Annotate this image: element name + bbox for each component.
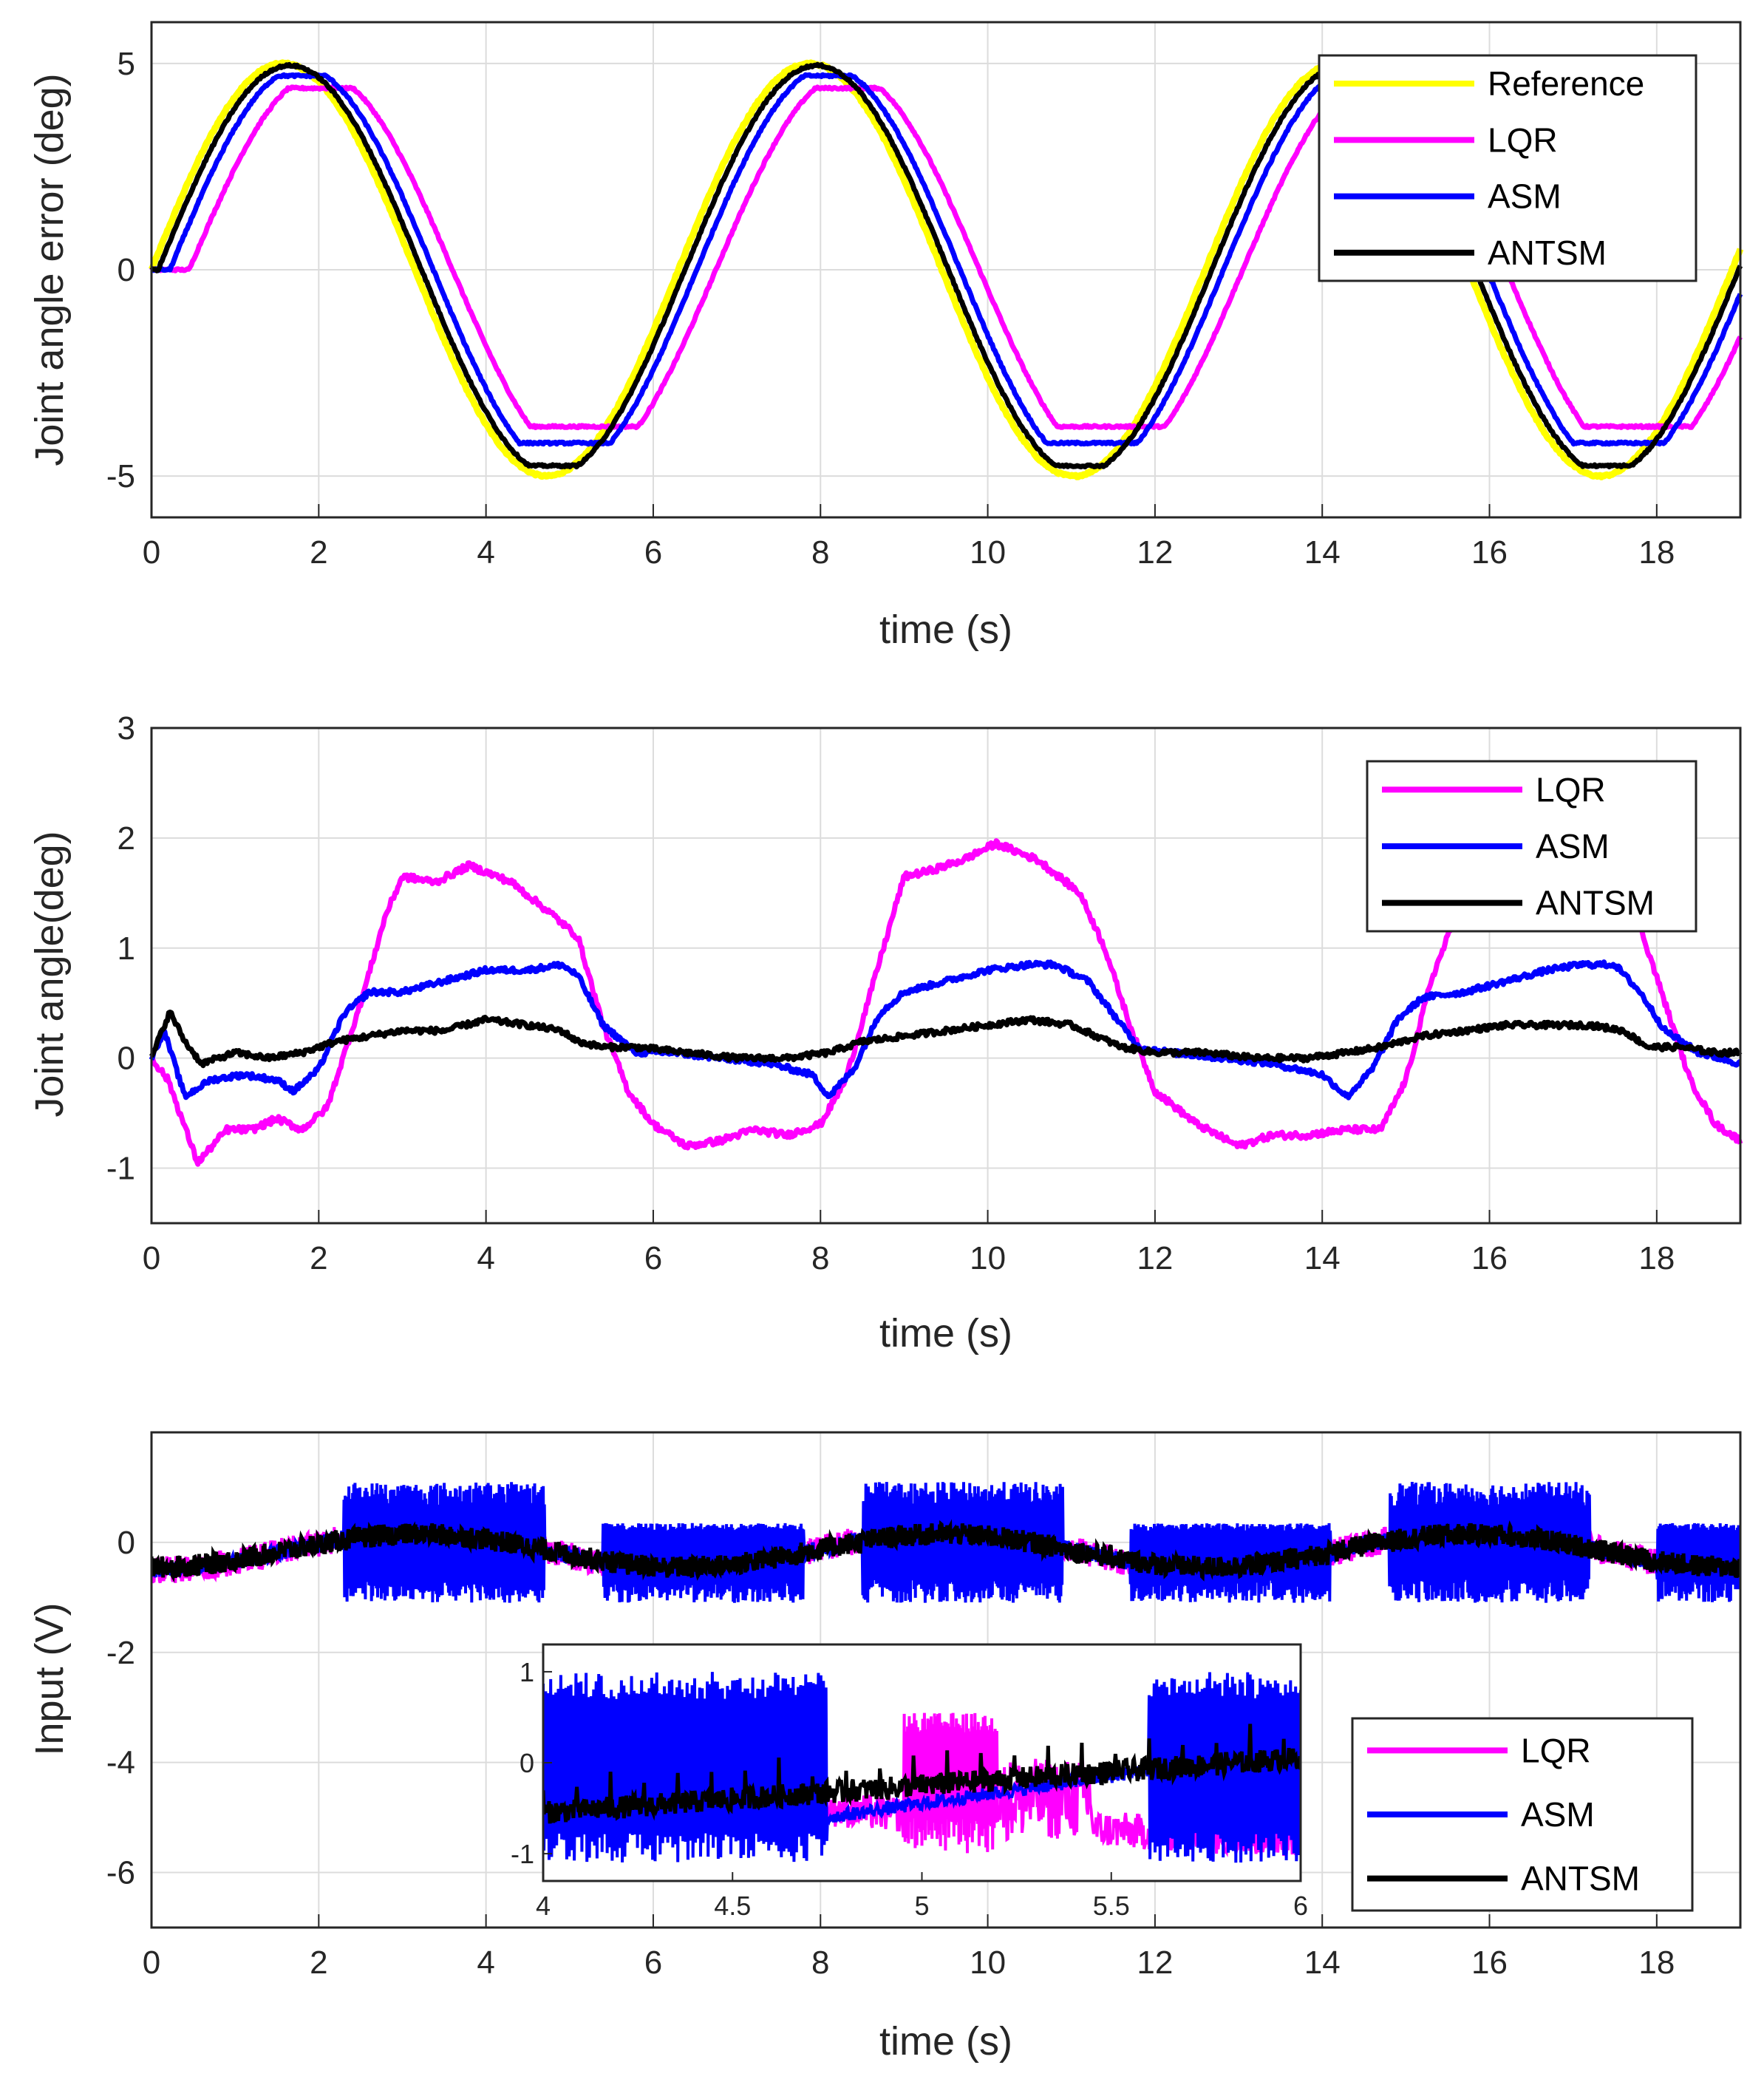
x-tick-label: 4: [477, 1945, 494, 1981]
x-tick-label: 12: [1137, 1945, 1173, 1981]
x-tick-label: 18: [1638, 1240, 1675, 1276]
legend: LQR ASM ANTSM: [1351, 1717, 1694, 1912]
x-tick-label: 8: [811, 534, 829, 571]
series-line-asm: [149, 959, 1742, 1100]
legend-label-asm: ASM: [1521, 1795, 1595, 1834]
x-tick-label: 14: [1304, 1240, 1341, 1276]
x-tick-label: 16: [1471, 1945, 1508, 1981]
series-line-antsm: [151, 1519, 1740, 1583]
y-tick-label: -1: [106, 1151, 135, 1187]
x-tick-label: 0: [143, 1945, 160, 1981]
legend-label-reference: Reference: [1488, 64, 1644, 103]
inset-line-antsm: [543, 1724, 1301, 1824]
inset-y-tick-label: 0: [520, 1748, 534, 1778]
y-tick-label: 2: [118, 820, 135, 857]
y-axis-label: Joint angle error (deg): [27, 73, 72, 466]
y-tick-label: 5: [118, 46, 135, 82]
x-tick-label: 6: [644, 534, 662, 571]
y-tick-label: -6: [106, 1855, 135, 1891]
legend-label-asm: ASM: [1536, 827, 1610, 865]
inset-x-tick-label: 4: [536, 1891, 551, 1921]
legend-label-antsm: ANTSM: [1536, 884, 1655, 922]
x-tick-label: 2: [310, 534, 327, 571]
legend-label-asm: ASM: [1488, 177, 1562, 216]
legend: LQR ASM ANTSM: [1366, 760, 1697, 933]
x-tick-label: 2: [310, 1240, 327, 1276]
inset-line-asm: [543, 1672, 1301, 1863]
inset-x-tick-label: 5.5: [1093, 1891, 1130, 1921]
x-tick-label: 18: [1638, 1945, 1675, 1981]
legend-label-antsm: ANTSM: [1488, 234, 1607, 272]
tick-labels: 0 2 4 6 8 10 12 14 16 18 -5 0 5: [106, 46, 1675, 571]
y-tick-label: -5: [106, 458, 135, 494]
x-tick-label: 12: [1137, 1240, 1173, 1276]
panel-joint-angle-error: 0 2 4 6 8 10 12 14 16 18 -5 0 5 Joint angle error (d…: [27, 21, 1744, 652]
legend-label-antsm: ANTSM: [1521, 1860, 1640, 1898]
x-axis-label: time (s): [879, 1311, 1012, 1355]
x-tick-label: 16: [1471, 534, 1508, 571]
inset-x-tick-label: 4.5: [714, 1891, 751, 1921]
x-axis-label: time (s): [879, 608, 1012, 652]
y-tick-label: 0: [118, 252, 135, 288]
y-tick-label: 3: [118, 710, 135, 746]
x-tick-label: 0: [143, 534, 160, 571]
legend-label-lqr: LQR: [1536, 770, 1606, 809]
x-tick-label: 12: [1137, 534, 1173, 571]
x-tick-label: 6: [644, 1240, 662, 1276]
y-tick-label: 0: [118, 1041, 135, 1077]
inset-x-tick-label: 5: [914, 1891, 929, 1921]
x-tick-label: 4: [477, 534, 494, 571]
x-tick-label: 8: [811, 1945, 829, 1981]
series-line-reference: [148, 59, 1744, 480]
y-tick-label: -2: [106, 1635, 135, 1671]
x-tick-label: 2: [310, 1945, 327, 1981]
x-tick-label: 10: [970, 1240, 1006, 1276]
y-axis-label: Input (V): [27, 1602, 72, 1755]
legend: Reference LQR ASM ANTSM: [1318, 54, 1697, 282]
panel-input: 0 2 4 6 8 10 12 14 16 18-6-4-20 Input (V) time (s…: [27, 1431, 1742, 2064]
y-tick-label: -4: [106, 1745, 135, 1781]
x-tick-label: 6: [644, 1945, 662, 1981]
y-tick-label: 1: [118, 931, 135, 967]
x-tick-label: 10: [970, 534, 1006, 571]
x-tick-label: 4: [477, 1240, 494, 1276]
inset-y-tick-label: -1: [511, 1839, 534, 1869]
tick-labels: 0 2 4 6 8 10 12 14 16 18-6-4-20: [106, 1525, 1675, 1981]
x-tick-label: 16: [1471, 1240, 1508, 1276]
series-group: [151, 1481, 1740, 1603]
legend-label-lqr: LQR: [1488, 120, 1558, 159]
x-tick-label: 18: [1638, 534, 1675, 571]
y-tick-label: 0: [118, 1525, 135, 1561]
inset-y-tick-label: 1: [520, 1657, 534, 1687]
x-tick-label: 14: [1304, 1945, 1341, 1981]
x-tick-label: 0: [143, 1240, 160, 1276]
legend-box: [1318, 54, 1697, 282]
y-axis-label: Joint angle(deg): [27, 831, 72, 1117]
legend-label-lqr: LQR: [1521, 1731, 1591, 1769]
x-tick-label: 10: [970, 1945, 1006, 1981]
inset-zoom: 4 4.5 5 5.5 6 -1 0 1: [511, 1643, 1308, 1921]
x-tick-label: 14: [1304, 534, 1341, 571]
series-line-antsm: [149, 1010, 1743, 1069]
inset-x-tick-label: 6: [1293, 1891, 1308, 1921]
x-tick-label: 8: [811, 1240, 829, 1276]
x-axis-label: time (s): [879, 2019, 1012, 2064]
